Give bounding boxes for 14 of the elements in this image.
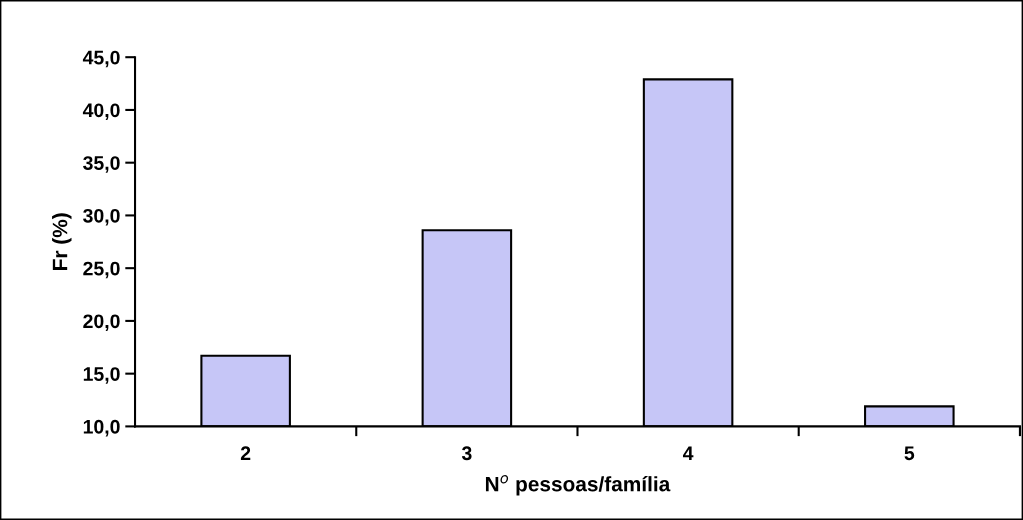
y-tick-label: 20,0 [83, 314, 120, 331]
x-tick-label: 4 [682, 446, 694, 460]
y-tick-label: 35,0 [83, 156, 120, 173]
x-axis-title: N$^{o}$ pessoas/família [485, 475, 671, 496]
x-tick-label: 3 [461, 446, 472, 461]
y-tick-label: 15,0 [83, 367, 120, 384]
y-tick-label: 10,0 [83, 419, 120, 437]
y-tick-label: 30,0 [83, 208, 120, 226]
y-tick-label: 25,0 [83, 261, 120, 279]
x-tick-label: 5 [904, 446, 915, 461]
y-tick-label: 40,0 [82, 103, 120, 120]
x-tick-label: 2 [240, 446, 251, 460]
y-axis-title: Fr (%) [52, 213, 72, 270]
y-tick-label: 45,0 [82, 50, 120, 68]
